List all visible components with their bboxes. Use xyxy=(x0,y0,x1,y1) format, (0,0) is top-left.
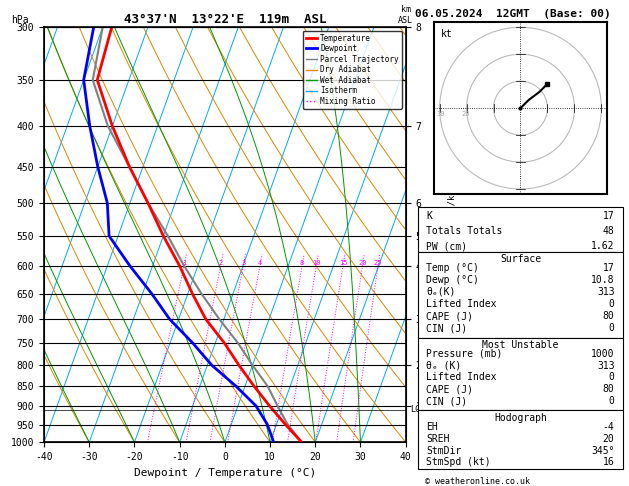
Text: 17: 17 xyxy=(603,263,615,273)
Text: 345°: 345° xyxy=(591,446,615,455)
Text: 0: 0 xyxy=(609,299,615,309)
Text: EH: EH xyxy=(426,422,438,432)
Bar xyxy=(418,253,623,338)
Text: CIN (J): CIN (J) xyxy=(426,323,467,333)
Text: Surface: Surface xyxy=(500,254,541,264)
Text: 4: 4 xyxy=(258,260,262,266)
Text: 20: 20 xyxy=(359,260,367,266)
Text: 17: 17 xyxy=(603,211,615,221)
Text: 80: 80 xyxy=(603,311,615,321)
Text: LCL: LCL xyxy=(410,405,425,414)
Text: 2: 2 xyxy=(218,260,223,266)
Text: 3: 3 xyxy=(241,260,245,266)
Text: 25: 25 xyxy=(374,260,382,266)
Text: SREH: SREH xyxy=(426,434,450,444)
Bar xyxy=(418,338,623,410)
X-axis label: Dewpoint / Temperature (°C): Dewpoint / Temperature (°C) xyxy=(134,468,316,478)
Text: Dewp (°C): Dewp (°C) xyxy=(426,275,479,285)
Text: 48: 48 xyxy=(603,226,615,236)
Text: 313: 313 xyxy=(597,361,615,370)
Text: 1000: 1000 xyxy=(591,348,615,359)
Text: 0: 0 xyxy=(609,323,615,333)
Text: 20: 20 xyxy=(603,434,615,444)
Text: Totals Totals: Totals Totals xyxy=(426,226,503,236)
Text: θₑ(K): θₑ(K) xyxy=(426,287,456,297)
Text: StmSpd (kt): StmSpd (kt) xyxy=(426,457,491,468)
Text: 06.05.2024  12GMT  (Base: 00): 06.05.2024 12GMT (Base: 00) xyxy=(415,9,611,19)
Text: Pressure (mb): Pressure (mb) xyxy=(426,348,503,359)
Text: hPa: hPa xyxy=(11,15,29,25)
Text: Hodograph: Hodograph xyxy=(494,413,547,423)
Text: km
ASL: km ASL xyxy=(398,5,413,25)
Text: PW (cm): PW (cm) xyxy=(426,242,467,251)
Text: 16: 16 xyxy=(603,457,615,468)
Text: 10.8: 10.8 xyxy=(591,275,615,285)
Text: CAPE (J): CAPE (J) xyxy=(426,311,474,321)
Text: K: K xyxy=(426,211,432,221)
Title: 43°37'N  13°22'E  119m  ASL: 43°37'N 13°22'E 119m ASL xyxy=(124,13,326,26)
Bar xyxy=(418,410,623,469)
Text: 80: 80 xyxy=(603,384,615,395)
Text: Most Unstable: Most Unstable xyxy=(482,340,559,350)
Text: CAPE (J): CAPE (J) xyxy=(426,384,474,395)
Text: © weatheronline.co.uk: © weatheronline.co.uk xyxy=(425,477,530,486)
Text: Lifted Index: Lifted Index xyxy=(426,299,497,309)
Legend: Temperature, Dewpoint, Parcel Trajectory, Dry Adiabat, Wet Adiabat, Isotherm, Mi: Temperature, Dewpoint, Parcel Trajectory… xyxy=(303,31,402,109)
Text: CIN (J): CIN (J) xyxy=(426,397,467,406)
Text: Temp (°C): Temp (°C) xyxy=(426,263,479,273)
Text: 313: 313 xyxy=(597,287,615,297)
Text: 15: 15 xyxy=(339,260,347,266)
Text: 0: 0 xyxy=(609,372,615,382)
Text: 10: 10 xyxy=(312,260,321,266)
Text: 0: 0 xyxy=(609,397,615,406)
Text: Mixing Ratio (g/kg): Mixing Ratio (g/kg) xyxy=(448,183,457,286)
Text: 20: 20 xyxy=(461,111,470,117)
Text: 1: 1 xyxy=(182,260,186,266)
Text: θₑ (K): θₑ (K) xyxy=(426,361,462,370)
Text: Lifted Index: Lifted Index xyxy=(426,372,497,382)
Text: 30: 30 xyxy=(437,111,445,117)
Text: StmDir: StmDir xyxy=(426,446,462,455)
Bar xyxy=(418,207,623,253)
Text: kt: kt xyxy=(441,29,453,39)
Text: 8: 8 xyxy=(300,260,304,266)
Text: 1.62: 1.62 xyxy=(591,242,615,251)
Text: -4: -4 xyxy=(603,422,615,432)
